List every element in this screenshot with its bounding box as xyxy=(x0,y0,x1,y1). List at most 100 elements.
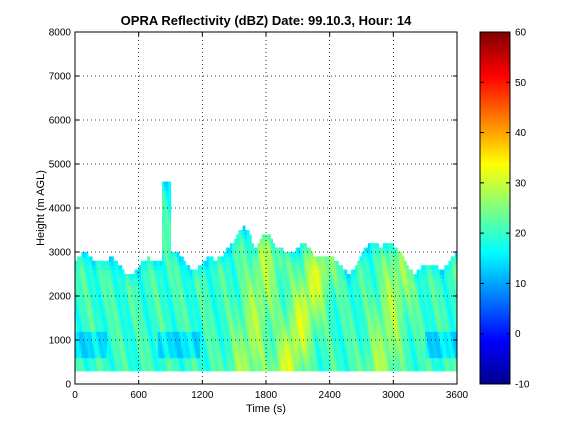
heatmap-cell xyxy=(255,265,259,271)
heatmap-cell xyxy=(452,278,456,284)
heatmap-cell xyxy=(299,274,303,279)
heatmap-cell xyxy=(198,296,201,301)
heatmap-cell xyxy=(363,344,367,350)
heatmap-cell xyxy=(244,309,248,315)
heatmap-cell xyxy=(147,335,150,341)
heatmap-cell xyxy=(229,269,233,275)
heatmap-cell xyxy=(384,313,388,319)
heatmap-cell xyxy=(376,309,380,315)
heatmap-cell xyxy=(149,287,152,293)
heatmap-cell xyxy=(77,265,80,271)
heatmap-cell xyxy=(353,300,356,306)
heatmap-cell xyxy=(151,309,155,315)
heatmap-cell xyxy=(215,313,218,319)
heatmap-cell xyxy=(219,269,223,275)
heatmap-cell xyxy=(159,366,163,372)
heatmap-cell xyxy=(257,326,261,332)
heatmap-cell xyxy=(208,304,212,310)
heatmap-cell xyxy=(210,287,214,293)
heatmap-cell xyxy=(147,362,150,367)
heatmap-cell xyxy=(323,278,327,284)
heatmap-cell xyxy=(104,362,108,367)
heatmap-cell xyxy=(79,362,82,367)
heatmap-cell xyxy=(308,340,312,345)
heatmap-cell xyxy=(81,353,85,359)
heatmap-cell xyxy=(81,366,85,372)
heatmap-cell xyxy=(106,326,110,332)
heatmap-cell xyxy=(331,344,335,350)
heatmap-cell xyxy=(276,348,280,354)
heatmap-cell xyxy=(240,230,244,235)
heatmap-cell xyxy=(200,265,203,271)
heatmap-cell xyxy=(420,335,424,341)
heatmap-cell xyxy=(403,322,407,328)
heatmap-cell xyxy=(202,322,206,328)
heatmap-cell xyxy=(164,252,167,257)
heatmap-cell xyxy=(389,318,392,323)
heatmap-cell xyxy=(448,265,452,271)
heatmap-cell xyxy=(153,357,157,363)
heatmap-cell xyxy=(418,300,422,306)
heatmap-cell xyxy=(384,335,388,341)
heatmap-cell xyxy=(236,300,240,306)
heatmap-cell xyxy=(106,357,110,363)
heatmap-cell xyxy=(98,287,102,293)
heatmap-cell xyxy=(206,296,210,301)
heatmap-cell xyxy=(416,318,420,323)
heatmap-cell xyxy=(350,304,354,310)
heatmap-cell xyxy=(108,366,112,372)
heatmap-cell xyxy=(316,269,320,275)
heatmap-cell xyxy=(367,304,371,310)
heatmap-cell xyxy=(227,278,231,284)
heatmap-cell xyxy=(306,304,310,310)
heatmap-cell xyxy=(229,357,233,363)
heatmap-cell xyxy=(344,300,348,306)
heatmap-cell xyxy=(104,309,108,315)
heatmap-cell xyxy=(384,366,388,372)
heatmap-cell xyxy=(333,348,337,354)
heatmap-cell xyxy=(361,282,365,288)
heatmap-cell xyxy=(238,353,242,359)
heatmap-cell xyxy=(240,269,244,275)
heatmap-cell xyxy=(244,357,248,363)
heatmap-cell xyxy=(215,300,218,306)
heatmap-cell xyxy=(261,300,265,306)
heatmap-cell xyxy=(386,304,390,310)
heatmap-cell xyxy=(331,304,335,310)
heatmap-cell xyxy=(75,260,78,266)
heatmap-cell xyxy=(234,238,237,244)
heatmap-cell xyxy=(361,357,365,363)
heatmap-cell xyxy=(117,296,121,301)
heatmap-cell xyxy=(403,304,407,310)
heatmap-cell xyxy=(232,322,235,328)
heatmap-cell xyxy=(410,318,414,323)
heatmap-cell xyxy=(102,318,106,323)
heatmap-cell xyxy=(246,265,250,271)
heatmap-cell xyxy=(380,348,384,354)
heatmap-cell xyxy=(136,331,140,337)
heatmap-cell xyxy=(291,252,295,257)
heatmap-cell xyxy=(299,322,303,328)
heatmap-cell xyxy=(164,326,167,332)
heatmap-cell xyxy=(302,362,305,367)
heatmap-cell xyxy=(140,278,144,284)
heatmap-cell xyxy=(189,353,193,359)
heatmap-cell xyxy=(369,357,373,363)
heatmap-cell xyxy=(448,348,452,354)
heatmap-cell xyxy=(168,300,172,306)
heatmap-cell xyxy=(289,278,293,284)
heatmap-cell xyxy=(353,326,356,332)
heatmap-cell xyxy=(83,322,87,328)
heatmap-cell xyxy=(159,313,163,319)
heatmap-cell xyxy=(306,252,310,257)
heatmap-cell xyxy=(149,304,152,310)
heatmap-cell xyxy=(238,256,242,262)
heatmap-cell xyxy=(217,256,220,262)
heatmap-cell xyxy=(329,260,333,266)
heatmap-cell xyxy=(85,252,89,257)
heatmap-cell xyxy=(261,309,265,315)
heatmap-cell xyxy=(365,326,369,332)
heatmap-cell xyxy=(221,278,225,284)
heatmap-cell xyxy=(316,313,320,319)
heatmap-cell xyxy=(104,331,108,337)
